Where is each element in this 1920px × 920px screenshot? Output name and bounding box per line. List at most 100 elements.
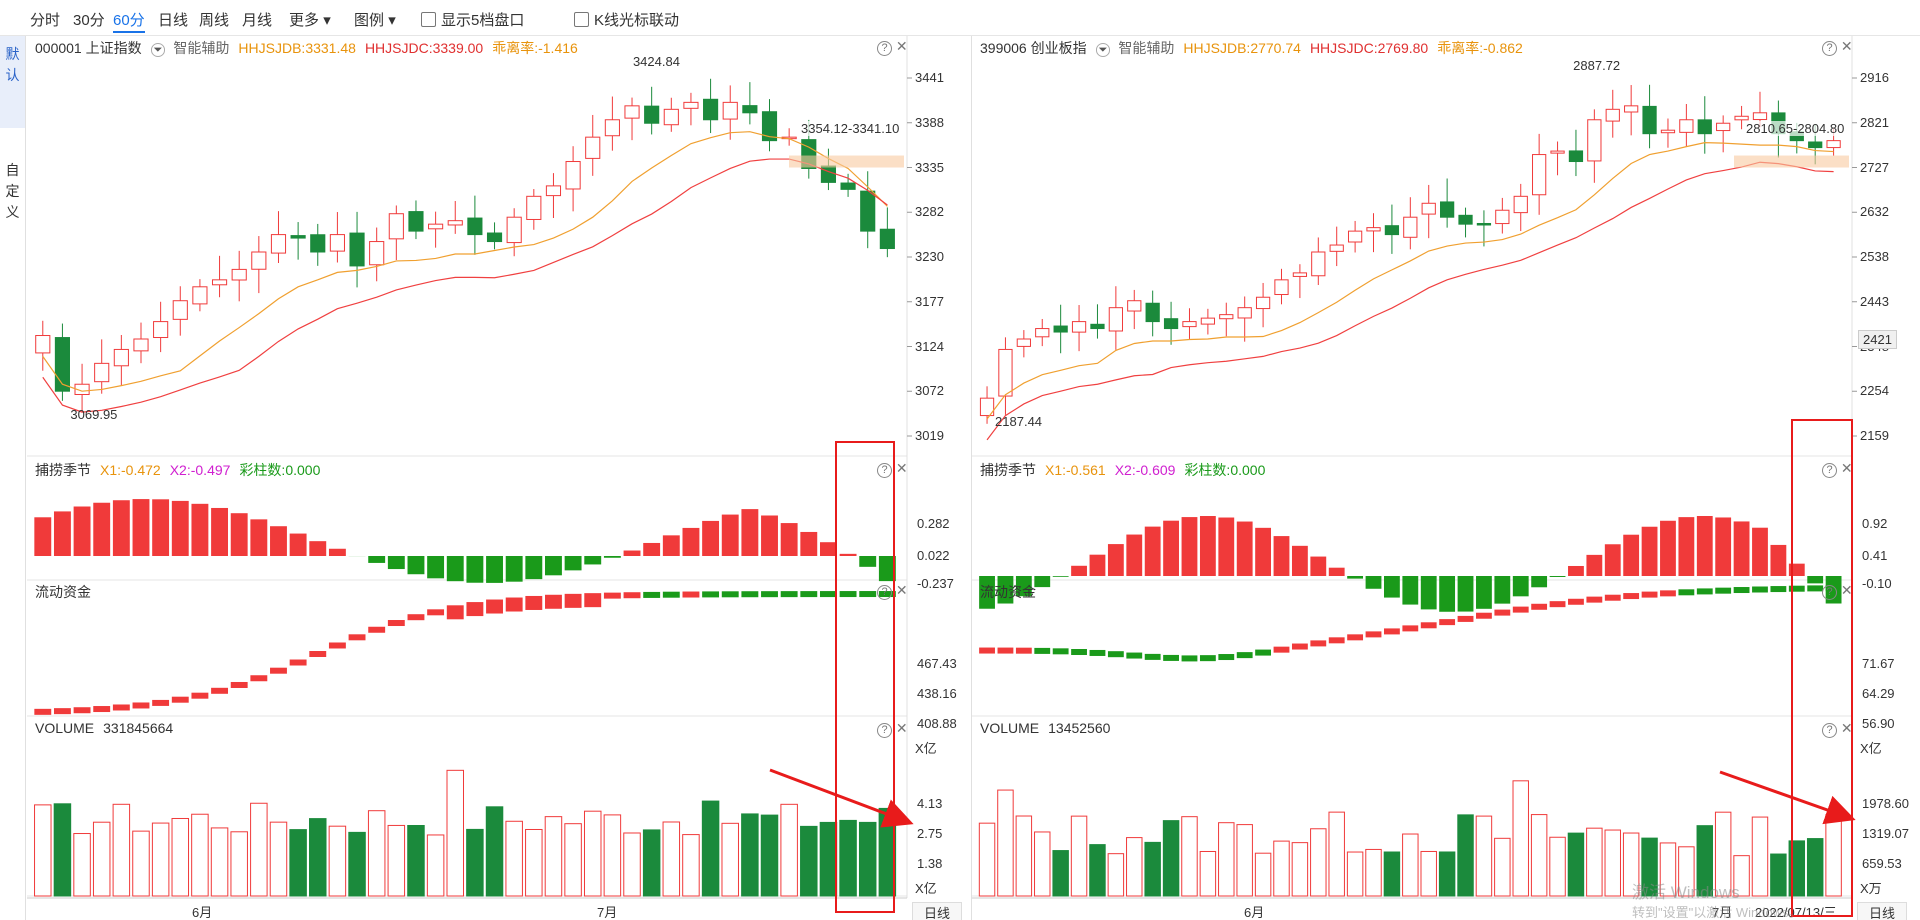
flow-bars <box>34 591 896 715</box>
volume-bar-up <box>623 832 641 897</box>
help-icon[interactable]: ? <box>1822 723 1837 738</box>
volume-bar-down <box>1162 820 1180 897</box>
period-tab-timeshare[interactable]: 分时 <box>30 12 61 29</box>
price-tick-label: 2916 <box>1860 70 1889 85</box>
indicator-bar <box>1181 517 1198 576</box>
period-tab-month[interactable]: 月线 <box>242 12 273 29</box>
volume-pane-header: VOLUME 331845664 <box>35 720 182 738</box>
volume-bar-up <box>1236 824 1253 897</box>
flow-bar <box>152 699 170 706</box>
close-icon[interactable]: ✕ <box>892 460 908 476</box>
volume-bar-down <box>800 825 818 897</box>
legend-dropdown[interactable]: 图例 ▾ <box>354 9 396 30</box>
dropdown-circle-icon[interactable]: ⏷ <box>150 43 166 57</box>
indicator-bar <box>230 513 248 556</box>
indicator-bar <box>662 535 680 556</box>
close-icon[interactable]: ✕ <box>1837 460 1853 476</box>
indicator-bar <box>1531 576 1548 588</box>
volume-bar-up <box>210 827 229 897</box>
indicator-bar-count: 彩柱数:0.000 <box>239 462 321 478</box>
volume-bar-up <box>1475 815 1493 897</box>
indicator-bar <box>623 550 641 556</box>
help-icon[interactable]: ? <box>1822 463 1837 478</box>
candle-up <box>1329 244 1344 252</box>
candle-down <box>761 111 778 142</box>
indicator-bar <box>1549 576 1566 577</box>
main-pane-header: 000001 上证指数 ⏷ 智能辅助 HHJSJDB:3331.48 HHJSJDC:3… <box>35 38 587 57</box>
price-tick-label: 2538 <box>1860 249 1889 264</box>
more-dropdown[interactable]: 更多 ▾ <box>289 9 331 30</box>
chart-panel-chinext[interactable]: 399006 创业板指 ⏷ 智能辅助 HHJSJDB:2770.74 HHJSJDC:2… <box>971 36 1920 920</box>
indicator-bar <box>1218 517 1235 576</box>
sidebar-tab-custom[interactable]: 自定义 <box>0 160 25 260</box>
flow-bar <box>979 647 995 654</box>
candle-up <box>1035 328 1050 338</box>
close-icon[interactable]: ✕ <box>892 720 908 736</box>
close-icon[interactable]: ✕ <box>1837 720 1853 736</box>
volume-bar-down <box>1806 838 1824 897</box>
indicator-bar <box>800 531 818 556</box>
indicator-bar <box>564 556 582 571</box>
period-tab-30min[interactable]: 30分 <box>73 12 105 29</box>
volume-bar-up <box>1346 851 1364 897</box>
volume-bar-up <box>171 817 190 897</box>
candle-down <box>1145 302 1160 323</box>
close-icon[interactable]: ✕ <box>1837 38 1853 54</box>
close-icon[interactable]: ✕ <box>892 38 908 54</box>
indicator-bar <box>1770 544 1787 576</box>
period-toolbar: 分时 30分 60分 日线 周线 月线 更多 ▾ 图例 ▾ 显示5档盘口 K线光… <box>0 0 1920 36</box>
period-tab-day[interactable]: 日线 <box>158 12 189 29</box>
price-tick-label: 3441 <box>915 70 944 85</box>
candle-up <box>192 286 208 305</box>
help-icon[interactable]: ? <box>877 463 892 478</box>
volume-bar-up <box>1420 850 1437 897</box>
indicator-bar <box>1126 534 1143 576</box>
indicator-title: 捕捞季节 <box>35 462 91 478</box>
help-icon[interactable]: ? <box>877 41 892 56</box>
flow-bar <box>584 593 602 608</box>
candle-up <box>251 251 267 270</box>
flow-bar <box>53 708 71 715</box>
candle-up <box>1016 338 1031 347</box>
help-icon[interactable]: ? <box>877 585 892 600</box>
help-icon[interactable]: ? <box>1822 585 1837 600</box>
volume-bar-up <box>1107 853 1125 897</box>
sidebar-tab-default[interactable]: 默认 <box>0 36 25 128</box>
close-icon[interactable]: ✕ <box>1837 582 1853 598</box>
indicator-bar <box>1678 517 1695 576</box>
volume-bar-down <box>53 803 72 897</box>
help-icon[interactable]: ? <box>1822 41 1837 56</box>
link-cursor-checkbox[interactable]: K线光标联动 <box>574 9 679 30</box>
bias-value: 乖离率:-1.416 <box>492 40 578 56</box>
flow-bar <box>1107 651 1124 658</box>
candle-down <box>879 228 895 250</box>
flow-bar <box>761 591 778 598</box>
flow-bar <box>603 592 621 599</box>
period-tab-60min[interactable]: 60分 <box>113 9 145 33</box>
chart-panel-shanghai[interactable]: 000001 上证指数 ⏷ 智能辅助 HHJSJDB:3331.48 HHJSJDC:3… <box>27 36 968 920</box>
flow-bar <box>1531 603 1548 610</box>
volume-bar-down <box>1696 825 1714 897</box>
period-button[interactable]: 日线 <box>912 902 962 920</box>
candle-up <box>74 383 90 396</box>
show5-label: 显示5档盘口 <box>441 12 525 29</box>
indicator-bar <box>859 556 877 567</box>
close-icon[interactable]: ✕ <box>892 582 908 598</box>
volume-tick-label: 1.38 <box>917 856 943 871</box>
indicator-bar <box>525 556 543 580</box>
show5-checkbox[interactable]: 显示5档盘口 <box>421 9 524 30</box>
indicator-bar <box>1163 520 1179 576</box>
candle-up <box>526 195 542 220</box>
candle-up <box>1587 119 1602 162</box>
low-price-label: 2187.44 <box>995 414 1043 430</box>
volume-bar-down <box>1457 814 1474 897</box>
indicator-bar <box>1788 563 1805 576</box>
candle-up <box>1274 279 1289 296</box>
price-tick-label: 3072 <box>915 383 944 399</box>
help-icon[interactable]: ? <box>877 723 892 738</box>
candle-up <box>1532 154 1547 196</box>
period-tab-week[interactable]: 周线 <box>199 12 230 29</box>
flow-bar <box>348 634 366 641</box>
dropdown-circle-icon[interactable]: ⏷ <box>1095 43 1111 57</box>
period-button[interactable]: 日线 <box>1857 902 1907 920</box>
